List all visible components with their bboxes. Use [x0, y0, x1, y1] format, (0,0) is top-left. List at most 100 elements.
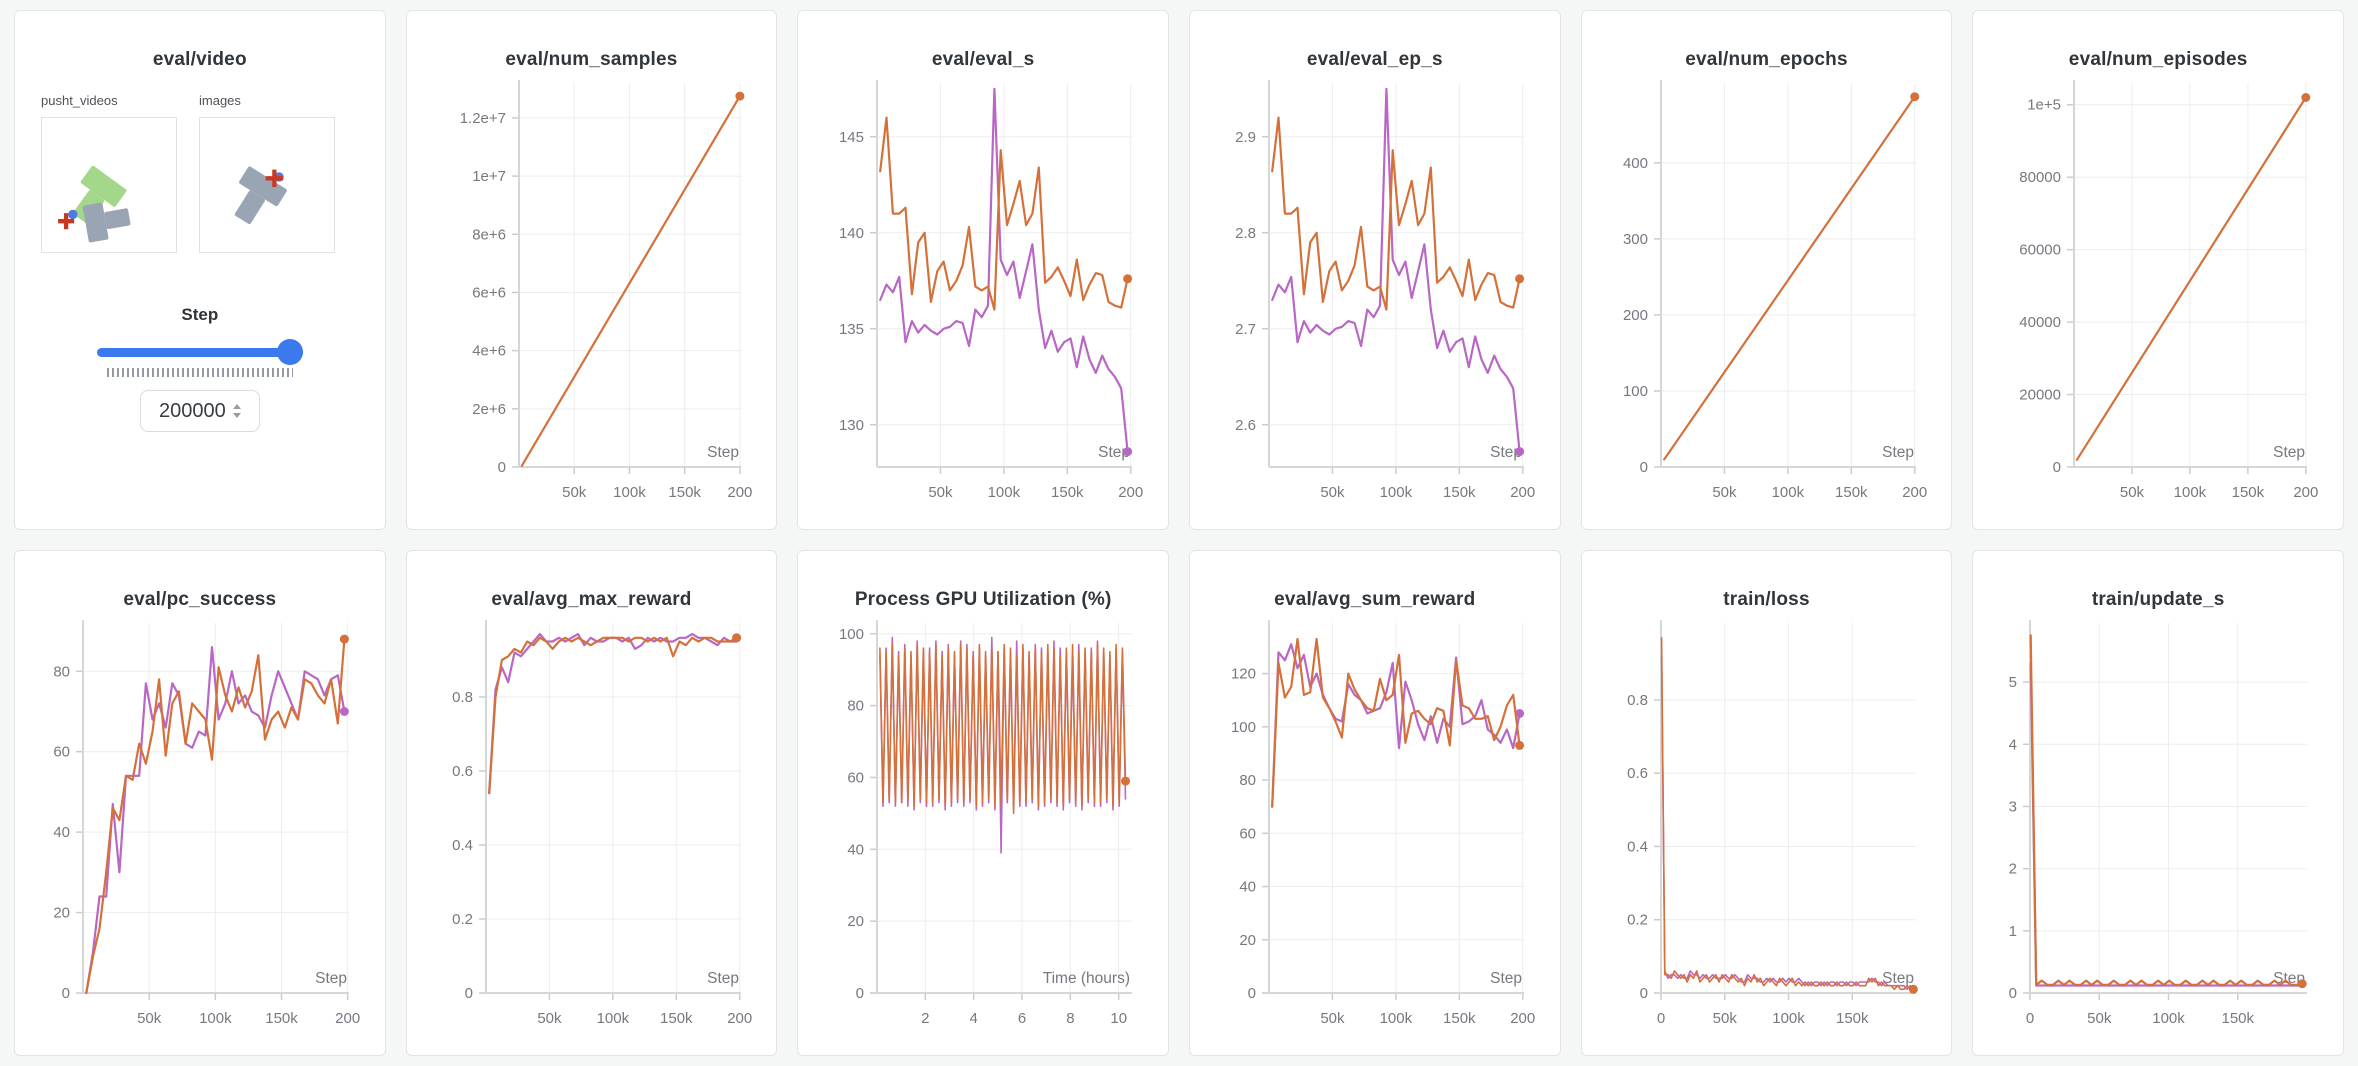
svg-text:8e+6: 8e+6 — [472, 226, 506, 243]
svg-text:60: 60 — [848, 769, 865, 786]
svg-text:1: 1 — [2009, 923, 2017, 940]
svg-text:100k: 100k — [1380, 1010, 1413, 1027]
svg-text:0.6: 0.6 — [1627, 765, 1648, 782]
media-key-label: images — [199, 93, 241, 108]
svg-text:145: 145 — [839, 129, 864, 146]
svg-text:150k: 150k — [668, 484, 701, 501]
panel-title: eval/video — [152, 49, 247, 70]
svg-text:8: 8 — [1067, 1010, 1075, 1027]
svg-text:200: 200 — [1510, 484, 1535, 501]
step-input[interactable]: 200000 — [139, 390, 260, 432]
svg-text:6: 6 — [1018, 1010, 1026, 1027]
panel-eval-avg-max-reward: eval/avg_max_reward 50k 100k 150k 200 0 0.2 0.… — [405, 550, 778, 1056]
chart-title: train/loss — [1723, 589, 1810, 610]
chart-canvas-eval-eval-s[interactable]: 50k 100k 150k 200 130 135 140 145 Step — [804, 73, 1162, 519]
svg-text:100k: 100k — [2153, 1010, 2186, 1027]
spinner-down-icon[interactable] — [232, 413, 241, 418]
target-cross-icon — [58, 213, 75, 230]
svg-text:135: 135 — [839, 321, 864, 338]
svg-text:300: 300 — [1623, 231, 1648, 248]
step-input-value[interactable]: 200000 — [158, 399, 226, 422]
svg-text:150k: 150k — [2222, 1010, 2255, 1027]
svg-text:100k: 100k — [1772, 1010, 1805, 1027]
spinner-up-icon[interactable] — [232, 404, 241, 409]
svg-text:140: 140 — [839, 225, 864, 242]
chart-canvas-eval-pc-success[interactable]: 50k 100k 150k 200 0 20 40 60 80 Step — [21, 613, 379, 1045]
svg-text:100k: 100k — [596, 1010, 629, 1027]
svg-text:Step: Step — [1098, 444, 1130, 461]
svg-text:0: 0 — [2026, 1010, 2034, 1027]
chart-canvas-eval-num-epochs[interactable]: 50k 100k 150k 200 0 100 200 300 400 Step — [1588, 73, 1946, 519]
svg-text:5: 5 — [2009, 674, 2017, 691]
svg-text:150k: 150k — [1835, 484, 1868, 501]
svg-text:2.8: 2.8 — [1235, 225, 1256, 242]
step-slider-ruler — [106, 368, 293, 377]
svg-text:50k: 50k — [2087, 1010, 2112, 1027]
panel-train-loss: train/loss 0 50k 100k 150k 0 0.2 0.4 0.6 0.8 Step — [1580, 550, 1953, 1056]
svg-text:150k: 150k — [1051, 484, 1084, 501]
svg-text:Step: Step — [1882, 444, 1914, 461]
svg-text:50k: 50k — [537, 1010, 562, 1027]
svg-text:0.4: 0.4 — [1627, 838, 1648, 855]
panel-eval-avg-sum-reward: eval/avg_sum_reward 50k 100k 150k 200 0 20 40 6… — [1188, 550, 1561, 1056]
panel-eval-pc-success: eval/pc_success 50k 100k 150k 200 0 20 40 60 80 S… — [14, 550, 386, 1056]
svg-text:0: 0 — [1656, 1010, 1664, 1027]
svg-text:0: 0 — [464, 985, 472, 1002]
svg-text:100: 100 — [1623, 383, 1648, 400]
svg-text:100k: 100k — [1380, 484, 1413, 501]
chart-canvas-eval-eval-ep-s[interactable]: 50k 100k 150k 200 2.6 2.7 2.8 2.9 Step — [1196, 73, 1554, 519]
svg-text:Step: Step — [1490, 444, 1522, 461]
svg-text:0.2: 0.2 — [452, 911, 473, 928]
chart-canvas-train-loss[interactable]: 0 50k 100k 150k 0 0.2 0.4 0.6 0.8 Step — [1588, 613, 1946, 1045]
svg-text:100k: 100k — [1771, 484, 1804, 501]
chart-canvas-eval-num-episodes[interactable]: 50k 100k 150k 200 0 20000 40000 60000 80000 1e+5 S… — [1979, 73, 2337, 519]
svg-text:4: 4 — [2009, 736, 2017, 753]
image-thumbnail[interactable] — [199, 117, 335, 253]
svg-text:6e+6: 6e+6 — [472, 284, 506, 301]
pusht-observation-image — [234, 166, 287, 225]
video-thumbnail-pusht[interactable] — [41, 117, 177, 253]
svg-text:4: 4 — [970, 1010, 978, 1027]
step-slider-label: Step — [181, 305, 219, 324]
step-slider[interactable] — [96, 339, 304, 365]
chart-title: eval/eval_ep_s — [1306, 49, 1443, 70]
svg-text:50k: 50k — [1712, 484, 1737, 501]
chart-canvas-eval-num-samples[interactable]: 50k 100k 150k 200 0 2e+6 4e+6 6e+6 8e+6 1e+7 1.2e+… — [413, 73, 771, 519]
svg-text:130: 130 — [839, 417, 864, 434]
chart-title: Process GPU Utilization (%) — [854, 589, 1112, 610]
svg-text:120: 120 — [1231, 666, 1256, 683]
panel-eval-num-epochs: eval/num_epochs 50k 100k 150k 200 0 100 200 300… — [1580, 10, 1953, 530]
panel-eval-eval-s: eval/eval_s 50k 100k 150k 200 130 135 140 145 St… — [797, 10, 1169, 530]
chart-canvas-eval-avg-max-reward[interactable]: 50k 100k 150k 200 0 0.2 0.4 0.6 0.8 Step — [413, 613, 771, 1045]
number-spinner[interactable] — [232, 404, 241, 418]
svg-text:100k: 100k — [199, 1010, 232, 1027]
svg-text:60: 60 — [1239, 825, 1256, 842]
svg-text:0: 0 — [1639, 459, 1647, 476]
chart-canvas-train-update-s[interactable]: 0 50k 100k 150k 0 1 2 3 4 5 Step — [1979, 613, 2337, 1045]
step-slider-handle[interactable] — [277, 339, 304, 365]
svg-text:2.7: 2.7 — [1235, 321, 1256, 338]
target-cross-icon — [265, 169, 284, 188]
panel-train-update-s: train/update_s 0 50k 100k 150k 0 1 2 3 4 5 Step — [1972, 550, 2344, 1056]
media-group-pusht-videos: pusht_videos — [41, 93, 177, 253]
svg-text:100k: 100k — [988, 484, 1021, 501]
svg-text:100k: 100k — [2174, 484, 2207, 501]
svg-text:150k: 150k — [1443, 1010, 1476, 1027]
panel-process-gpu-utilization: Process GPU Utilization (%) 2 4 6 8 10 0 20 40 6… — [797, 550, 1169, 1056]
svg-text:40: 40 — [848, 841, 865, 858]
svg-text:100k: 100k — [613, 484, 646, 501]
svg-text:50k: 50k — [1320, 1010, 1345, 1027]
svg-text:2.6: 2.6 — [1235, 417, 1256, 434]
svg-text:200: 200 — [1623, 307, 1648, 324]
svg-text:0.8: 0.8 — [452, 689, 473, 706]
svg-text:150k: 150k — [1443, 484, 1476, 501]
chart-title: eval/num_epochs — [1685, 49, 1848, 70]
svg-text:Step: Step — [2273, 444, 2305, 461]
svg-text:20: 20 — [1239, 932, 1256, 949]
step-slider-track[interactable] — [96, 348, 303, 357]
svg-text:1e+5: 1e+5 — [2028, 97, 2062, 114]
svg-text:200: 200 — [727, 484, 752, 501]
chart-canvas-gpu-utilization[interactable]: 2 4 6 8 10 0 20 40 60 80 100 Time (hours) — [804, 613, 1162, 1045]
svg-text:2e+6: 2e+6 — [472, 401, 506, 418]
chart-canvas-eval-avg-sum-reward[interactable]: 50k 100k 150k 200 0 20 40 60 80 100 120 Step — [1196, 613, 1554, 1045]
